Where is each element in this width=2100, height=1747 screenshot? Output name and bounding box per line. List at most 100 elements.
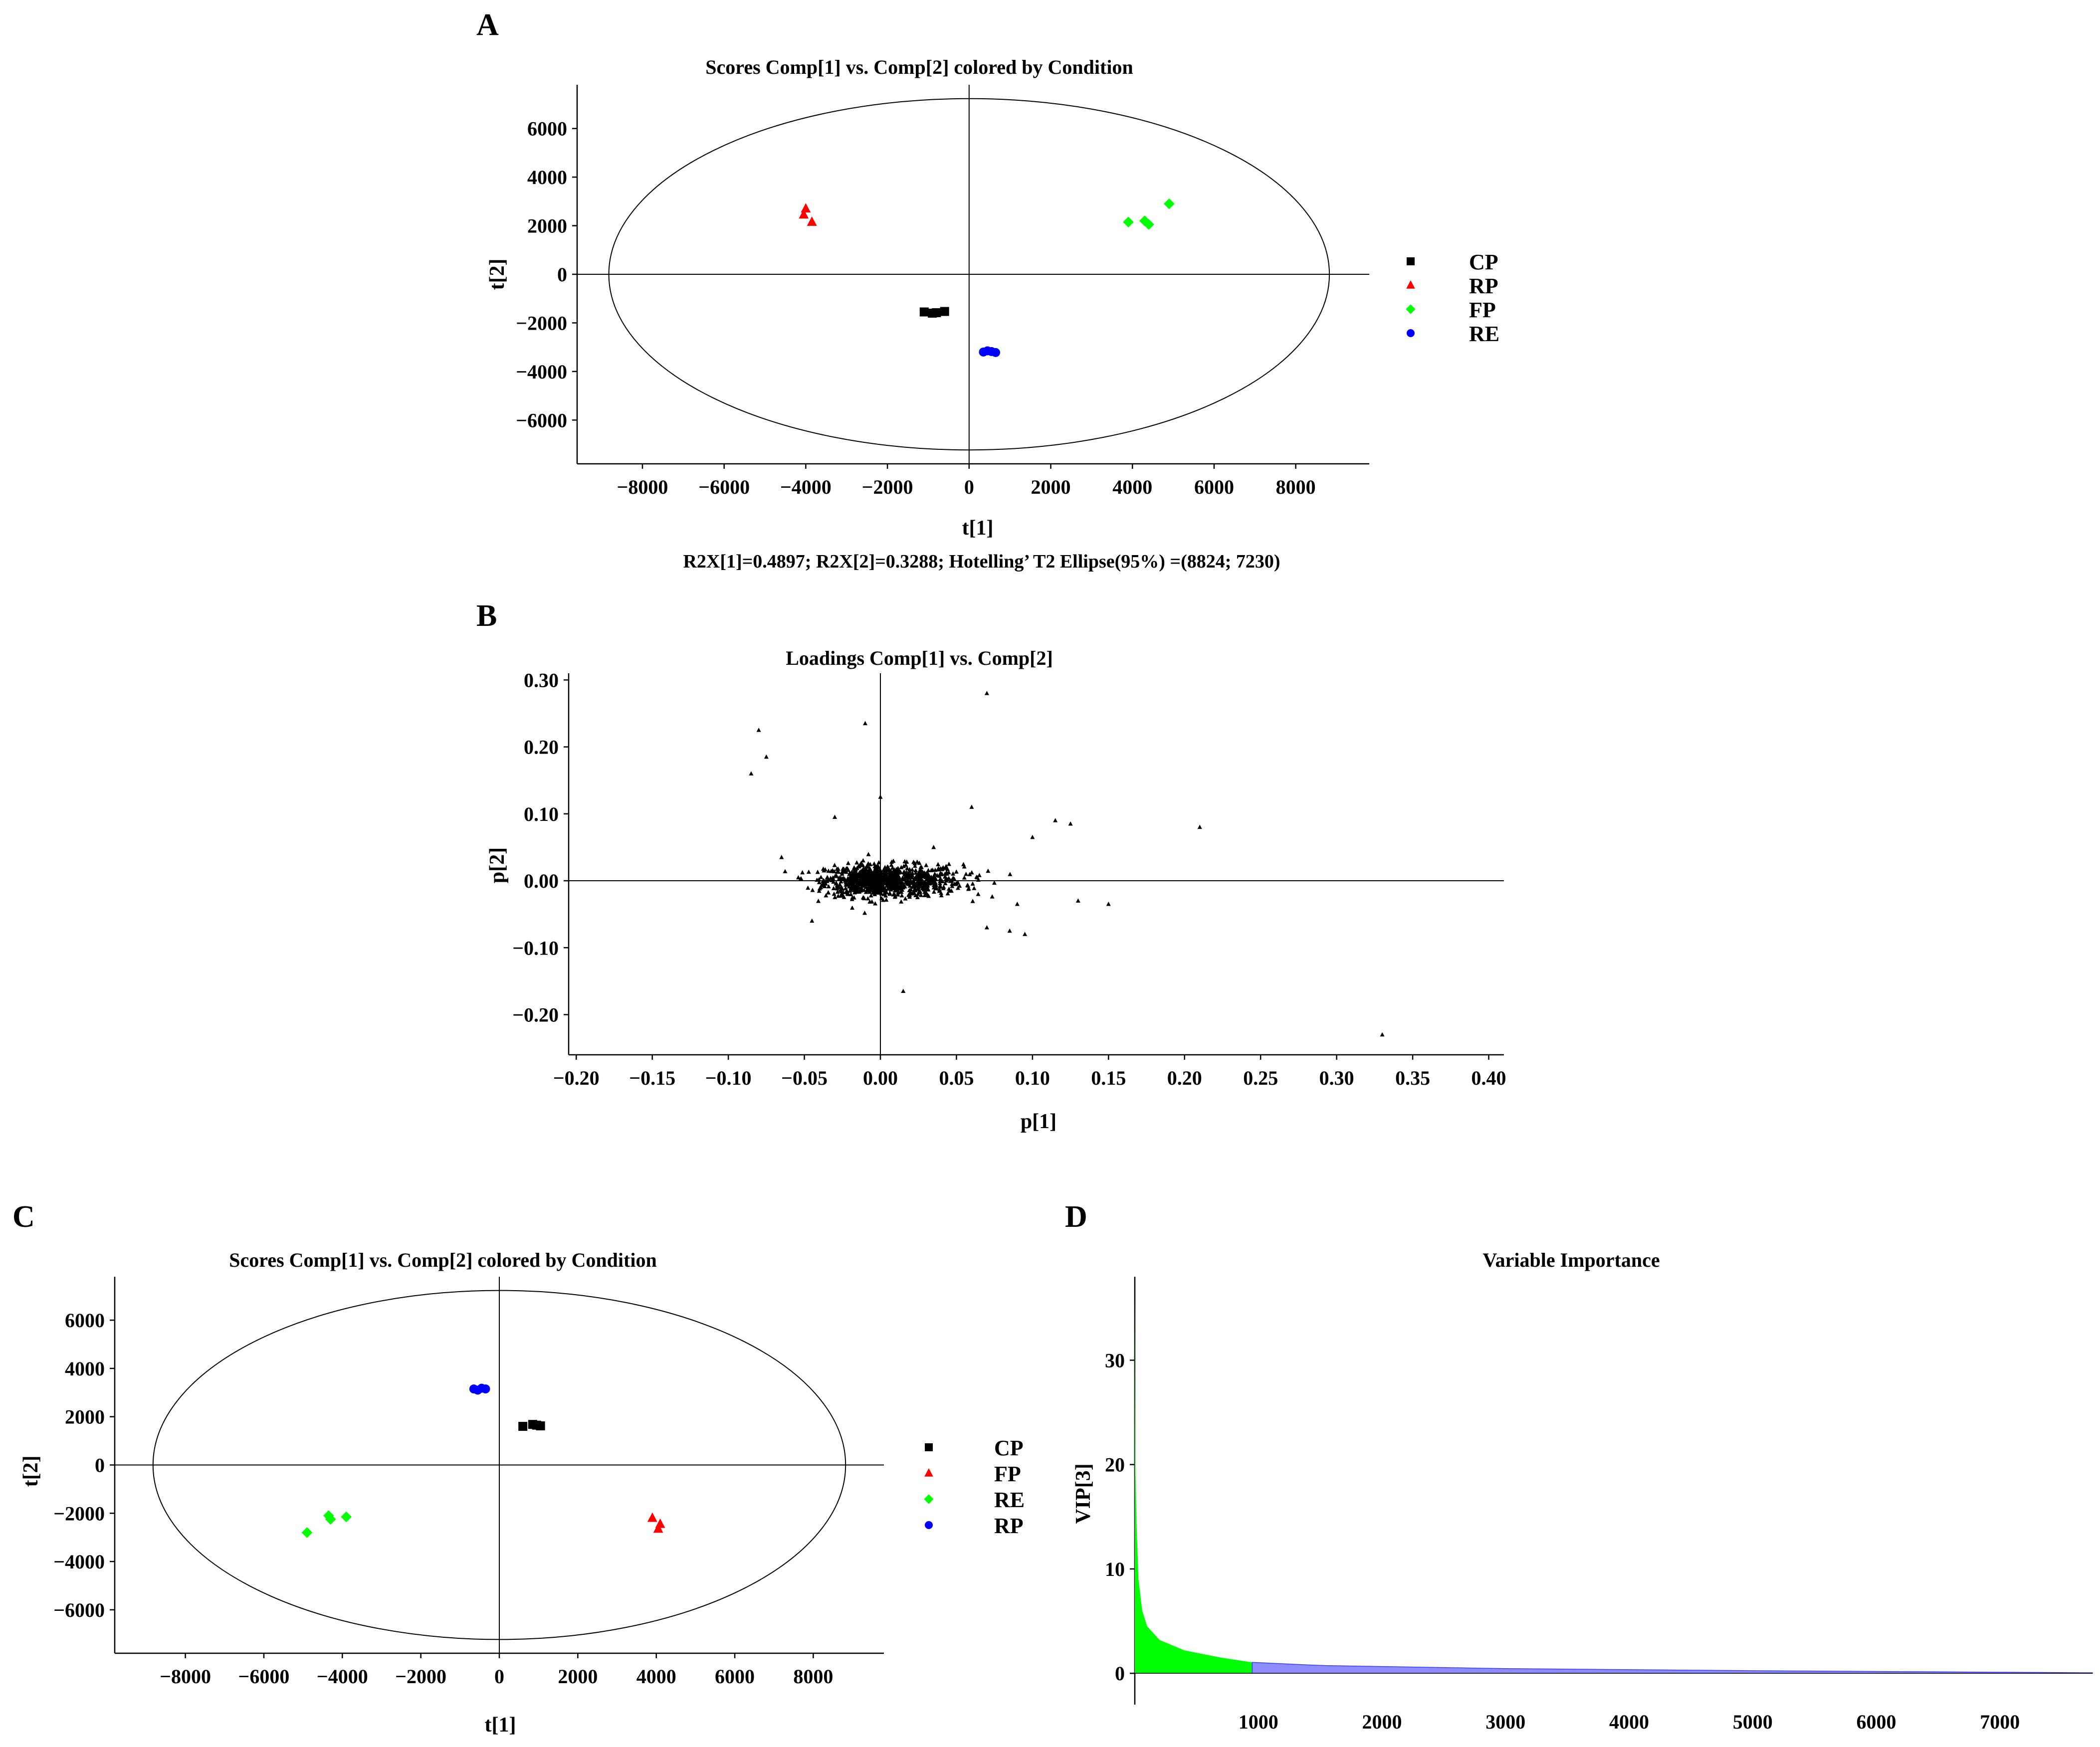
chart-b-loading-point xyxy=(952,876,957,881)
chart-a-xtick-label: 2000 xyxy=(1031,476,1071,498)
chart-b-loading-point xyxy=(975,875,980,880)
chart-b-loading-point xyxy=(893,887,898,892)
chart-b-title: Loadings Comp[1] vs. Comp[2] xyxy=(786,647,1053,669)
chart-b-outlier-point xyxy=(1053,818,1058,822)
chart-b-loading-point xyxy=(861,874,866,879)
chart-b-loading-point xyxy=(859,885,864,890)
chart-b-loading-point xyxy=(867,889,872,894)
chart-b-xtick-label: 0.10 xyxy=(1015,1067,1050,1089)
chart-d-xtick-label: 4000 xyxy=(1609,1711,1649,1733)
chart-b-loading-point xyxy=(939,872,944,877)
chart-b-loading-point xyxy=(966,886,971,891)
chart-b-loading-point xyxy=(941,886,946,890)
chart-b-outlier-point xyxy=(779,855,784,859)
chart-a-point-rp xyxy=(801,203,811,213)
legend-a-label-1: CP xyxy=(1469,250,1498,274)
chart-b-loading-point xyxy=(884,875,889,879)
chart-a-xtick-label: 0 xyxy=(964,476,974,498)
chart-b-xtick-label: 0.35 xyxy=(1395,1067,1430,1089)
chart-d-xtick-label: 7000 xyxy=(1980,1711,2020,1733)
chart-a-ytick-label: 0 xyxy=(557,263,567,286)
chart-b-loading-point xyxy=(946,861,951,866)
chart-a-xtick-label: 6000 xyxy=(1194,476,1234,498)
chart-c-xlabel: t[1] xyxy=(485,1714,516,1737)
chart-b-loading-point xyxy=(937,884,942,888)
chart-d-xtick-label: 2000 xyxy=(1362,1711,1402,1733)
chart-b-loading-point xyxy=(892,894,897,899)
chart-b-loading-point xyxy=(885,864,890,869)
chart-c-legend-marker-re xyxy=(924,1494,934,1504)
chart-b-ytick-label: 0.10 xyxy=(524,803,559,825)
chart-b-loading-point xyxy=(934,885,939,890)
chart-d-ylabel: VIP[3] xyxy=(1072,1463,1095,1524)
chart-b-loading-point xyxy=(898,870,903,874)
chart-a-point-fp xyxy=(1123,216,1134,228)
chart-b-outlier-point xyxy=(749,771,754,776)
chart-b-loading-point xyxy=(863,868,868,872)
chart-b-loading-point xyxy=(840,870,844,874)
chart-b-loading-point xyxy=(924,873,929,878)
chart-b-loading-point xyxy=(888,878,893,883)
chart-b-loading-point xyxy=(846,867,851,872)
panel-label-d: D xyxy=(1065,1200,1087,1234)
chart-b-loading-point xyxy=(913,888,918,893)
chart-a-legend-marker-re xyxy=(1407,329,1415,337)
chart-a-point-cp xyxy=(919,307,929,317)
chart-b-loading-point xyxy=(922,870,927,875)
chart-b-loading-point xyxy=(867,866,872,870)
chart-b-loading-point xyxy=(972,886,977,890)
chart-b-loading-point xyxy=(892,871,897,876)
chart-b-loading-point xyxy=(907,867,912,872)
chart-b-loading-point xyxy=(917,868,922,873)
chart-b-loading-point xyxy=(916,885,921,890)
chart-b-loading-point xyxy=(835,866,840,871)
chart-b-loading-point xyxy=(850,885,855,890)
chart-b-loading-point xyxy=(921,887,926,892)
chart-b-loading-point xyxy=(940,879,945,884)
chart-b-ytick-label: 0.30 xyxy=(524,669,559,691)
chart-b-loading-point xyxy=(872,861,877,866)
chart-b-loading-point xyxy=(800,870,805,875)
chart-b-loading-point xyxy=(903,877,908,882)
chart-a-xlabel: t[1] xyxy=(962,517,994,540)
chart-b-loading-point xyxy=(867,899,872,904)
chart-b-loading-point xyxy=(832,869,837,874)
chart-b-loading-point xyxy=(868,893,873,898)
chart-b-loading-point xyxy=(898,886,903,891)
chart-d-xtick-label: 1000 xyxy=(1239,1711,1278,1733)
chart-d-vip-area-minor xyxy=(1252,1662,2093,1674)
chart-b-loading-point xyxy=(850,905,855,910)
chart-b-loading-point xyxy=(894,867,899,871)
chart-a-point-cp xyxy=(940,307,949,316)
chart-b-loading-point xyxy=(922,889,927,894)
chart-b-loading-point xyxy=(875,870,880,875)
chart-b-loading-point xyxy=(915,891,920,896)
legend-c-label-4: RP xyxy=(994,1514,1024,1538)
chart-b-outlier-point xyxy=(1068,821,1073,826)
chart-b-loading-point xyxy=(945,891,950,896)
chart-b-loading-point xyxy=(903,874,908,878)
chart-b-loading-point xyxy=(857,882,862,887)
chart-b-loading-point xyxy=(810,888,815,892)
chart-a-xtick-label: 8000 xyxy=(1276,476,1316,498)
chart-b-loading-point xyxy=(908,879,913,884)
chart-b-loading-point xyxy=(879,891,884,896)
chart-b-xtick-label: −0.05 xyxy=(781,1067,828,1089)
chart-c-ytick-label: 4000 xyxy=(65,1358,105,1380)
chart-a-point-re xyxy=(991,348,1001,357)
chart-b-loading-point xyxy=(891,882,896,887)
chart-d-ytick-label: 20 xyxy=(1105,1454,1125,1476)
chart-b-loading-point xyxy=(847,875,852,880)
chart-c-legend-marker-cp xyxy=(925,1443,933,1451)
chart-b-loading-point xyxy=(863,889,868,894)
chart-b-loading-point xyxy=(912,880,917,885)
chart-b-loading-point xyxy=(944,876,949,880)
chart-b-loading-point xyxy=(819,883,824,888)
chart-b-loading-point xyxy=(890,865,895,870)
chart-a-ytick-label: 2000 xyxy=(527,215,567,237)
chart-b-xtick-label: −0.10 xyxy=(705,1067,752,1089)
panel-label-c: C xyxy=(12,1200,35,1234)
chart-b-loading-point xyxy=(874,878,879,882)
chart-b-loading-point xyxy=(884,897,889,902)
chart-b-xtick-label: 0.15 xyxy=(1091,1067,1126,1089)
